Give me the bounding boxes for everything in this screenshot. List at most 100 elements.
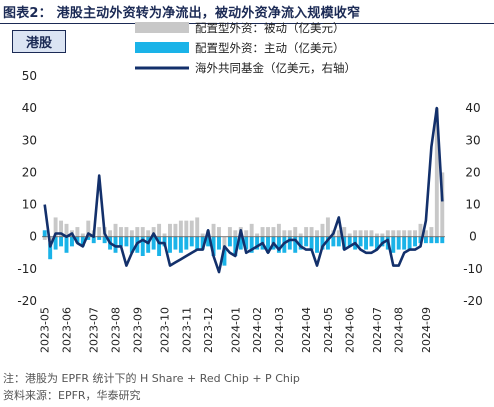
active-bar — [113, 236, 118, 253]
passive-bar — [385, 230, 390, 237]
passive-bar — [396, 230, 401, 237]
active-bar — [391, 236, 396, 253]
passive-bar — [255, 233, 260, 237]
passive-bar — [124, 227, 129, 237]
passive-bar — [347, 233, 352, 237]
active-bar — [69, 236, 74, 247]
active-bar — [249, 236, 254, 253]
passive-bar — [249, 223, 254, 237]
right-tick-label: -10 — [463, 262, 483, 276]
active-bar — [217, 236, 221, 250]
active-bar — [189, 236, 194, 247]
legend-label: 海外共同基金（亿美元，右轴） — [195, 61, 356, 75]
passive-bar — [364, 230, 368, 237]
active-bar — [227, 236, 232, 247]
active-bar — [396, 236, 401, 250]
left-tick-label: 10 — [22, 198, 37, 212]
passive-bar — [298, 233, 303, 237]
right-tick-label: 0 — [469, 230, 477, 244]
right-axis: 40 30 20 10 0 -10 -20 — [463, 101, 483, 308]
active-bar — [369, 236, 374, 247]
active-bar — [102, 236, 107, 244]
passive-bar — [108, 230, 113, 237]
right-tick-label: -20 — [463, 294, 483, 308]
legend-swatch-active — [135, 42, 189, 53]
active-bar — [86, 236, 91, 240]
active-bar — [374, 236, 379, 250]
active-bar — [325, 236, 330, 250]
active-bar — [266, 236, 270, 253]
active-bar — [429, 236, 434, 244]
active-bar — [440, 236, 445, 244]
x-axis: 2023-05 2023-06 2023-07 2023-08 2023-09 2023-… — [39, 307, 433, 353]
passive-bar — [325, 217, 330, 237]
left-tick-label: 30 — [22, 133, 37, 147]
passive-bar — [173, 223, 178, 237]
x-tick-label: 2023-06 — [61, 307, 74, 353]
passive-bar — [413, 230, 418, 237]
x-tick-label: 2024-09 — [420, 307, 433, 353]
active-bar — [238, 236, 243, 250]
passive-bar — [309, 227, 314, 237]
active-bar — [168, 236, 172, 253]
bar-series — [42, 108, 445, 266]
active-bar — [184, 236, 189, 250]
legend: 配置型外资：被动（亿美元） 配置型外资：主动（亿美元） 海外共同基金（亿美元，右轴） — [135, 21, 356, 75]
x-tick-label: 2024-01 — [229, 307, 242, 353]
x-tick-label: 2024-02 — [251, 307, 264, 353]
active-bar — [287, 236, 292, 250]
passive-bar — [320, 223, 325, 237]
passive-bar — [353, 230, 358, 237]
active-bar — [276, 236, 281, 253]
passive-bar — [64, 223, 69, 237]
active-bar — [244, 236, 249, 250]
active-bar — [233, 236, 238, 256]
fund-flow-line — [43, 106, 444, 274]
legend-label: 配置型外资：被动（亿美元） — [195, 21, 345, 35]
active-bar — [309, 236, 314, 250]
passive-bar — [266, 227, 270, 237]
active-bar — [413, 236, 418, 247]
active-bar — [200, 236, 205, 250]
left-tick-label: -10 — [17, 262, 37, 276]
passive-bar — [178, 220, 183, 237]
active-bar — [331, 236, 336, 247]
active-bar — [75, 236, 80, 244]
active-bar — [151, 236, 156, 250]
x-tick-label: 2023-05 — [39, 307, 52, 353]
active-bar — [320, 236, 325, 250]
active-bar — [157, 236, 162, 256]
passive-bar — [374, 233, 379, 237]
active-bar — [293, 236, 298, 253]
passive-bar — [200, 233, 205, 237]
title-divider — [0, 23, 494, 24]
active-bar — [315, 236, 319, 253]
left-tick-label: 50 — [22, 69, 37, 83]
right-tick-label: 10 — [465, 198, 480, 212]
active-bar — [380, 236, 385, 247]
x-tick-label: 2023-09 — [131, 307, 144, 353]
passive-bar — [434, 108, 439, 237]
passive-bar — [129, 230, 134, 237]
active-bar — [423, 236, 428, 244]
active-bar — [255, 236, 260, 250]
x-tick-label: 2023-07 — [88, 307, 101, 353]
passive-bar — [157, 223, 162, 237]
left-tick-label: -20 — [17, 294, 37, 308]
passive-bar — [119, 227, 123, 237]
passive-bar — [59, 220, 64, 237]
passive-bar — [315, 230, 319, 237]
active-bar — [140, 236, 145, 256]
passive-bar — [151, 227, 156, 237]
figure-title: 图表2： 港股主动外资转为净流出，被动外资净流入规模收窄 — [3, 6, 361, 21]
active-bar — [336, 236, 341, 247]
passive-bar — [168, 223, 172, 237]
passive-bar — [402, 230, 407, 237]
active-bar — [129, 236, 134, 253]
right-tick-label: 40 — [465, 101, 480, 115]
passive-bar — [287, 230, 292, 237]
x-tick-label: 2023-12 — [202, 307, 215, 353]
source-note: 资料来源：EPFR，华泰研究 — [3, 389, 141, 402]
passive-bar — [418, 223, 423, 237]
